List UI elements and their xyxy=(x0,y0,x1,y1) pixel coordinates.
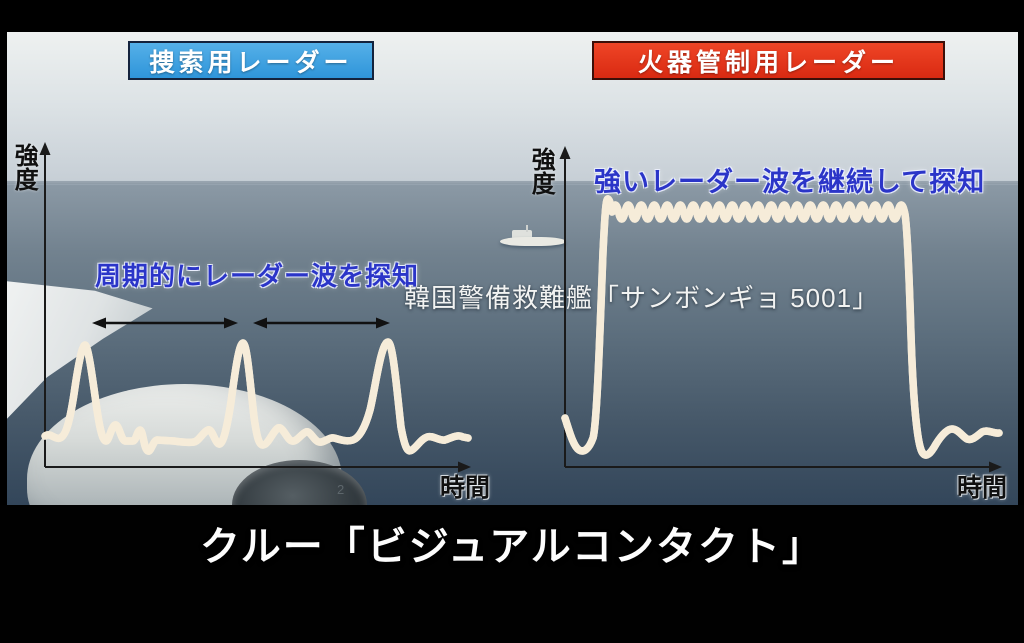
horizon-line xyxy=(7,181,1018,184)
left-y-axis-label: 強度 xyxy=(10,143,38,191)
letterbox-top xyxy=(0,0,1024,32)
ship-hull xyxy=(500,237,566,246)
right-y-axis-label: 強度 xyxy=(527,147,555,195)
search-radar-tag-label: 捜索用レーダー xyxy=(149,48,353,77)
ship-name-label: 韓国警備救難艦「サンボンギョ 5001」 xyxy=(404,283,880,313)
ship-superstructure xyxy=(512,230,532,239)
engine-marking: 2 xyxy=(337,482,345,497)
letterbox-bottom: クルー「ビジュアルコンタクト」 xyxy=(0,505,1024,643)
left-x-axis-label: 時間 xyxy=(440,474,491,502)
ship-mast xyxy=(526,225,528,232)
search-radar-tag: 捜索用レーダー xyxy=(128,41,374,80)
right-x-axis-label: 時間 xyxy=(957,474,1008,502)
fire-control-radar-tag: 火器管制用レーダー xyxy=(592,41,945,80)
continuous-detection-note: 強いレーダー波を継続して探知 xyxy=(594,167,986,197)
subtitle-caption: クルー「ビジュアルコンタクト」 xyxy=(200,525,824,569)
coast-guard-ship xyxy=(496,225,576,251)
periodic-detection-note: 周期的にレーダー波を探知 xyxy=(95,261,420,291)
fire-control-radar-tag-label: 火器管制用レーダー xyxy=(637,48,899,77)
